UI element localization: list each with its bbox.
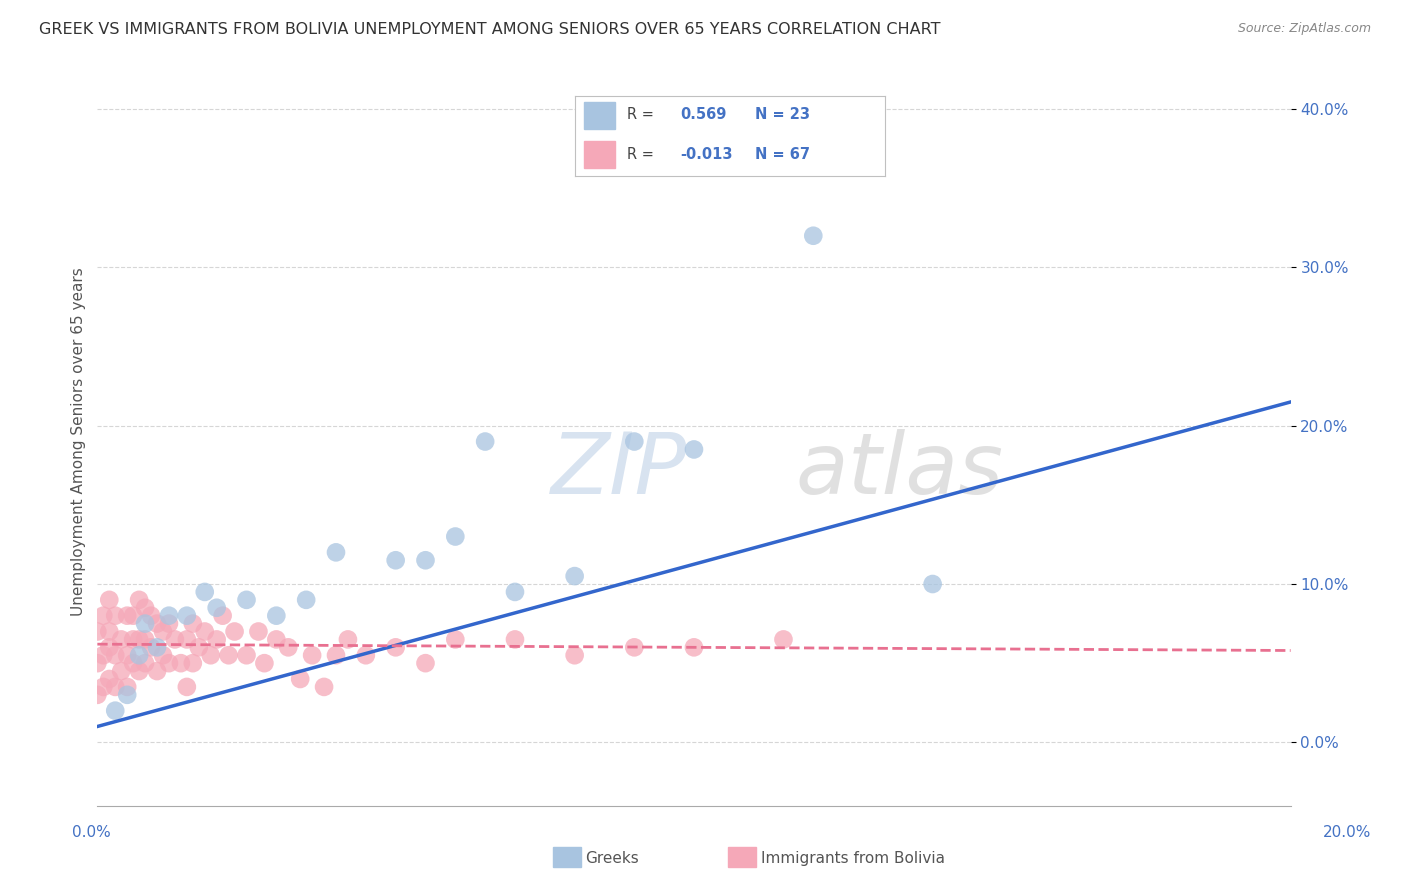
Point: [301, 648, 323, 663]
Point: [128, 648, 150, 663]
Point: [277, 640, 299, 655]
Point: [247, 624, 270, 639]
Point: [115, 648, 138, 663]
Point: [266, 632, 288, 647]
Point: [134, 600, 156, 615]
Point: [235, 592, 257, 607]
Point: [564, 569, 586, 583]
Point: [801, 228, 824, 243]
Point: [98, 592, 121, 607]
Point: [134, 656, 156, 670]
Point: [290, 672, 312, 686]
Text: Greeks: Greeks: [585, 851, 638, 865]
Point: [194, 624, 217, 639]
Point: [122, 632, 145, 647]
Text: GREEK VS IMMIGRANTS FROM BOLIVIA UNEMPLOYMENT AMONG SENIORS OVER 65 YEARS CORREL: GREEK VS IMMIGRANTS FROM BOLIVIA UNEMPLO…: [39, 22, 941, 37]
Point: [312, 680, 335, 694]
Point: [170, 656, 193, 670]
Point: [134, 616, 156, 631]
Point: [683, 640, 706, 655]
Point: [384, 640, 406, 655]
Point: [325, 545, 347, 559]
Point: [503, 585, 526, 599]
Point: [211, 608, 233, 623]
Point: [157, 656, 180, 670]
Point: [134, 632, 156, 647]
Point: [110, 632, 132, 647]
Point: [91, 680, 114, 694]
Point: [224, 624, 246, 639]
Point: [205, 632, 228, 647]
Point: [139, 640, 162, 655]
Point: [336, 632, 359, 647]
Point: [152, 624, 174, 639]
Point: [146, 664, 169, 678]
Point: [128, 664, 150, 678]
Point: [104, 704, 127, 718]
Point: [772, 632, 794, 647]
Point: [98, 672, 121, 686]
Point: [187, 640, 209, 655]
Point: [181, 616, 204, 631]
Text: Immigrants from Bolivia: Immigrants from Bolivia: [761, 851, 945, 865]
Point: [104, 680, 127, 694]
Point: [295, 592, 318, 607]
Point: [354, 648, 377, 663]
Point: [110, 664, 132, 678]
Point: [415, 553, 437, 567]
Point: [623, 640, 645, 655]
Point: [181, 656, 204, 670]
Point: [235, 648, 257, 663]
Point: [122, 608, 145, 623]
Point: [444, 632, 467, 647]
Text: ZIP: ZIP: [551, 429, 688, 512]
Point: [139, 608, 162, 623]
Point: [444, 529, 467, 543]
Point: [623, 434, 645, 449]
Text: atlas: atlas: [796, 429, 1004, 512]
Point: [157, 608, 180, 623]
Point: [91, 608, 114, 623]
Point: [86, 624, 108, 639]
Point: [384, 553, 406, 567]
Text: Source: ZipAtlas.com: Source: ZipAtlas.com: [1237, 22, 1371, 36]
Point: [176, 608, 198, 623]
Point: [205, 600, 228, 615]
Point: [146, 640, 169, 655]
Point: [163, 632, 186, 647]
Text: 0.0%: 0.0%: [72, 825, 111, 840]
Point: [683, 442, 706, 457]
Point: [104, 648, 127, 663]
Point: [176, 680, 198, 694]
Point: [146, 616, 169, 631]
Text: 20.0%: 20.0%: [1323, 825, 1371, 840]
Point: [474, 434, 496, 449]
Point: [415, 656, 437, 670]
Point: [564, 648, 586, 663]
Point: [122, 656, 145, 670]
Point: [200, 648, 222, 663]
Point: [266, 608, 288, 623]
Point: [128, 592, 150, 607]
Point: [86, 656, 108, 670]
Point: [115, 608, 138, 623]
Point: [503, 632, 526, 647]
Point: [98, 624, 121, 639]
Point: [325, 648, 347, 663]
Point: [98, 640, 121, 655]
Point: [104, 608, 127, 623]
Point: [253, 656, 276, 670]
Point: [218, 648, 240, 663]
Point: [115, 688, 138, 702]
Point: [194, 585, 217, 599]
Point: [157, 616, 180, 631]
Point: [91, 648, 114, 663]
Point: [152, 648, 174, 663]
Point: [115, 680, 138, 694]
Point: [921, 577, 943, 591]
Point: [176, 632, 198, 647]
Y-axis label: Unemployment Among Seniors over 65 years: Unemployment Among Seniors over 65 years: [72, 268, 86, 615]
Point: [128, 632, 150, 647]
Point: [86, 688, 108, 702]
